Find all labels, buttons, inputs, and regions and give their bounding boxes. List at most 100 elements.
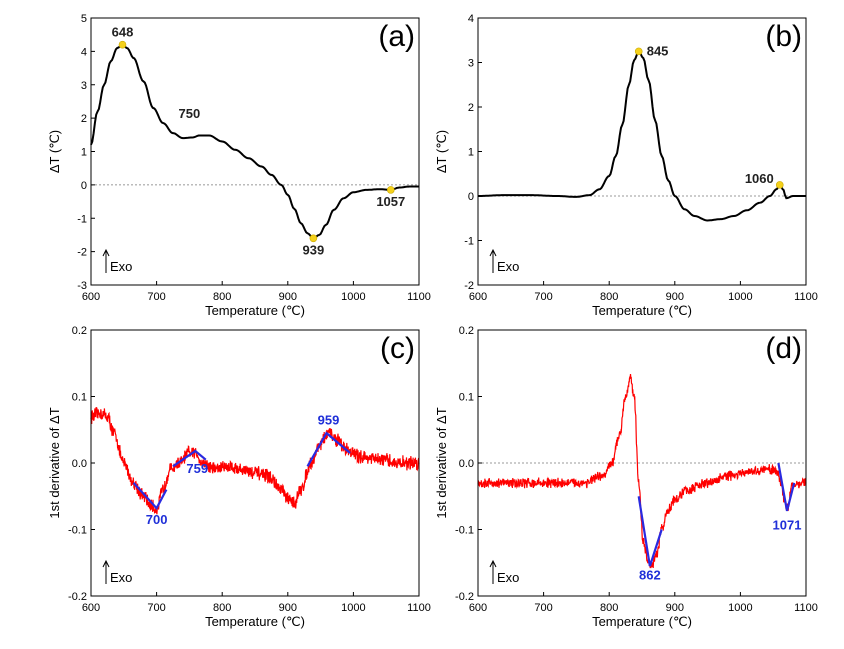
x-tick-label: 800: [213, 602, 231, 614]
x-tick-label: 1000: [728, 291, 752, 303]
y-tick-label: -2: [77, 247, 87, 259]
peak-marker: [386, 186, 395, 194]
annotation-label: 759: [186, 461, 208, 476]
x-tick-label: 700: [147, 291, 165, 303]
x-tick-label: 900: [279, 602, 297, 614]
x-tick-label: 1000: [341, 291, 365, 303]
panel-label: (b): [765, 20, 802, 53]
series-line-d: [477, 374, 807, 569]
y-tick-label: -1: [464, 236, 474, 248]
x-tick-label: 1000: [341, 602, 365, 614]
exo-arrow-head: [102, 248, 110, 257]
y-tick-label: 1: [81, 147, 87, 159]
x-tick-label: 700: [534, 602, 552, 614]
y-tick-label: 4: [81, 46, 87, 58]
y-tick-label: -0.2: [455, 591, 474, 603]
chart-panel-b: 600 700 800 900 1000 1100 -2 -1 0 1 2 3 4 Temperature…: [434, 13, 818, 318]
x-tick-label: 1100: [407, 602, 431, 614]
y-tick-label: 0.1: [72, 392, 87, 404]
x-axis-label: Temperature (℃): [592, 614, 692, 629]
y-tick-label: 3: [468, 58, 474, 70]
y-tick-label: 2: [468, 102, 474, 114]
x-axis-label: Temperature (℃): [592, 303, 692, 318]
y-tick-label: 0: [468, 191, 474, 203]
peak-label: 939: [303, 242, 325, 257]
y-tick-label: -0.2: [68, 591, 87, 603]
plot-frame: [90, 329, 420, 597]
fit-line: [637, 496, 663, 567]
exo-label: Exo: [497, 259, 519, 274]
peak-label: 648: [112, 25, 134, 40]
peak-marker: [309, 234, 318, 243]
y-tick-label: -0.1: [68, 525, 87, 537]
x-tick-label: 700: [147, 602, 165, 614]
y-axis-label: ΔT (℃): [434, 130, 449, 173]
exo-arrow-head: [102, 559, 110, 568]
x-tick-label: 600: [469, 602, 487, 614]
y-tick-label: 0: [81, 180, 87, 192]
x-tick-label: 700: [534, 291, 552, 303]
x-tick-label: 1000: [728, 602, 752, 614]
y-tick-label: -0.1: [455, 525, 474, 537]
plot-frame: [90, 17, 420, 286]
series-line-c: [90, 407, 420, 515]
panel-label: (d): [765, 332, 802, 365]
exo-arrow-head: [489, 559, 497, 568]
y-tick-label: 4: [468, 13, 474, 25]
x-tick-label: 900: [279, 291, 297, 303]
x-tick-label: 800: [600, 291, 618, 303]
fit-line: [132, 482, 168, 511]
x-tick-label: 800: [213, 291, 231, 303]
peak-marker: [775, 181, 784, 189]
y-tick-label: 0.0: [459, 458, 474, 470]
x-tick-label: 600: [82, 291, 100, 303]
fit-line: [172, 449, 207, 468]
annotation-label: 750: [179, 106, 201, 121]
peak-label: 845: [647, 43, 669, 58]
y-axis-label: 1st derivative of ΔT: [434, 407, 449, 518]
y-tick-label: -1: [77, 213, 87, 225]
chart-panel-c: 600 700 800 900 1000 1100 -0.2 -0.1 0.0 0.1 0.2 Tem…: [47, 325, 431, 629]
panel-label: (c): [380, 332, 415, 365]
x-tick-label: 600: [82, 602, 100, 614]
x-tick-label: 1100: [794, 602, 818, 614]
fit-line: [777, 462, 796, 512]
x-tick-label: 1100: [407, 291, 431, 303]
x-tick-label: 800: [600, 602, 618, 614]
series-line-a: [90, 43, 419, 240]
annotation-label: 1071: [773, 518, 802, 533]
y-tick-label: 1: [468, 147, 474, 159]
y-tick-label: 2: [81, 113, 87, 125]
peak-label: 1060: [745, 171, 774, 186]
y-tick-label: 3: [81, 80, 87, 92]
y-tick-label: -2: [464, 280, 474, 292]
x-tick-label: 600: [469, 291, 487, 303]
x-tick-label: 900: [666, 602, 684, 614]
chart-panel-d: 600 700 800 900 1000 1100 -0.2 -0.1 0.0 0.1 0.2 Tem…: [434, 325, 818, 629]
x-axis-label: Temperature (℃): [205, 303, 305, 318]
x-tick-label: 900: [666, 291, 684, 303]
peak-marker: [118, 40, 127, 49]
annotation-label: 959: [318, 412, 340, 427]
series-line-b: [478, 50, 806, 222]
x-tick-label: 1100: [794, 291, 818, 303]
y-tick-label: 0.1: [459, 392, 474, 404]
chart-panel-a: 600 700 800 900 1000 1100 -3 -2 -1 0 1 2 3 4 5 Temperat…: [47, 13, 431, 318]
annotation-label: 862: [639, 567, 661, 582]
exo-label: Exo: [110, 259, 132, 274]
exo-label: Exo: [110, 570, 132, 585]
y-tick-label: 5: [81, 13, 87, 25]
x-axis-label: Temperature (℃): [205, 614, 305, 629]
panel-label: (a): [378, 20, 415, 53]
peak-label: 1057: [376, 194, 405, 209]
annotation-label: 700: [146, 512, 168, 527]
exo-arrow-head: [489, 248, 497, 257]
peak-marker: [634, 47, 643, 56]
y-tick-label: 0.2: [72, 325, 87, 337]
fit-line: [306, 431, 351, 467]
exo-label: Exo: [497, 570, 519, 585]
y-tick-label: 0.0: [72, 458, 87, 470]
y-axis-label: ΔT (℃): [47, 130, 62, 173]
y-tick-label: 0.2: [459, 325, 474, 337]
